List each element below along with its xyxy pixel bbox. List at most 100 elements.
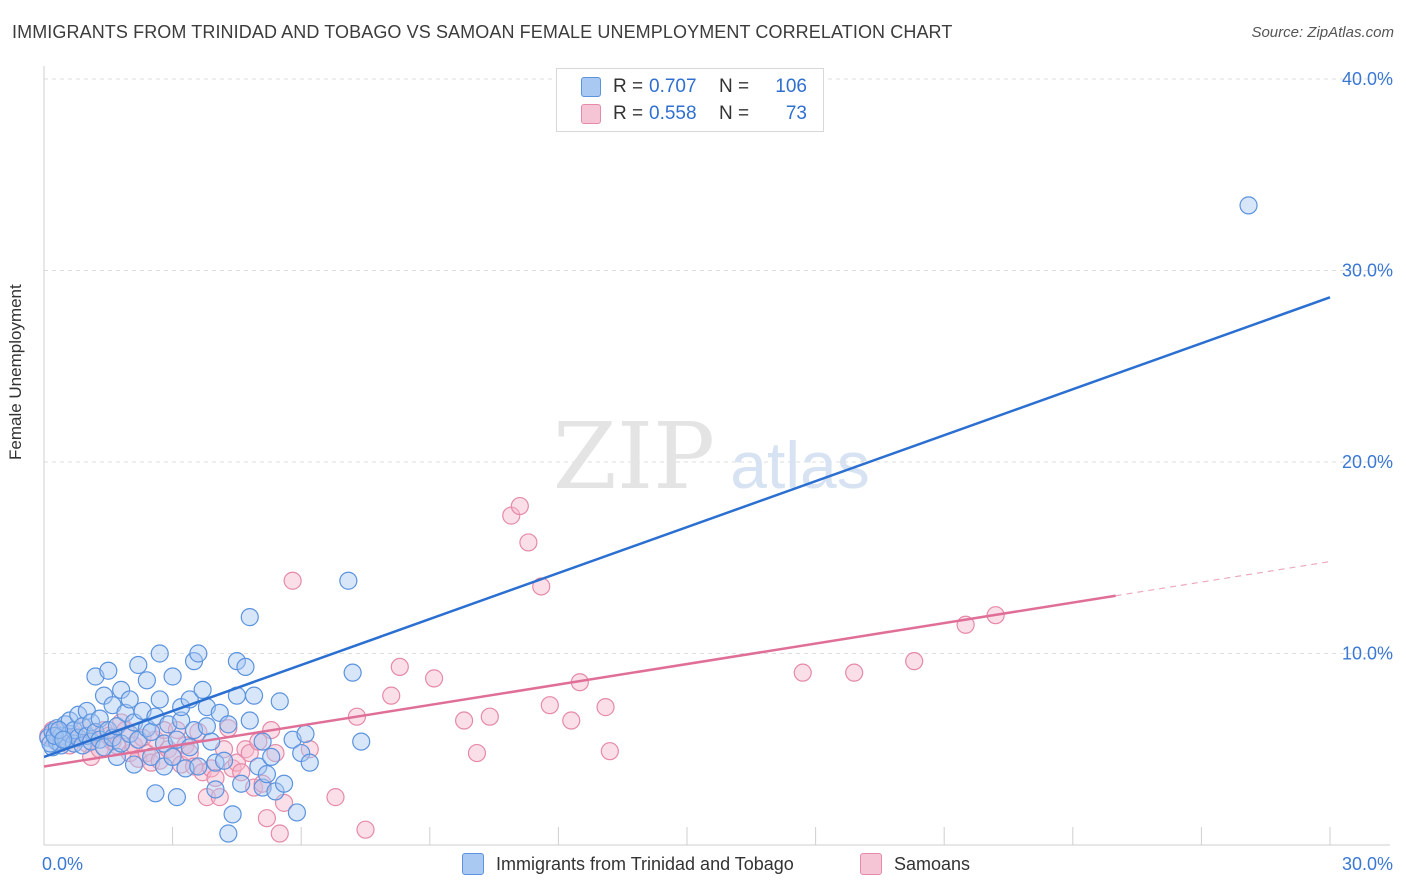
trinidad-point bbox=[82, 713, 101, 732]
y-tick-label: 40.0% bbox=[1342, 69, 1393, 89]
samoan-point bbox=[480, 707, 499, 726]
bottom-legend-label: Samoans bbox=[894, 853, 971, 874]
series-trinidad-tobago bbox=[39, 196, 1258, 843]
series-samoans bbox=[39, 496, 1005, 843]
trinidad-point bbox=[189, 644, 208, 663]
bottom-legend-samoans: Samoans bbox=[860, 852, 970, 876]
bottom-legend-swatch-blue bbox=[462, 853, 484, 875]
samoan-point bbox=[793, 663, 812, 682]
legend-r-label: R = bbox=[613, 76, 644, 97]
legend-r-value: 0.707 bbox=[649, 76, 697, 97]
samoan-point bbox=[382, 686, 401, 705]
trinidad-point bbox=[296, 724, 315, 744]
trinidad-point bbox=[339, 571, 358, 590]
trinidad-point bbox=[214, 751, 234, 770]
trinidad-point bbox=[129, 655, 148, 675]
samoan-point bbox=[540, 696, 559, 715]
trinidad-point bbox=[146, 784, 165, 803]
samoan-point bbox=[424, 669, 444, 688]
samoan-point bbox=[283, 571, 302, 590]
samoan-point bbox=[510, 496, 529, 516]
trinidad-point bbox=[240, 711, 259, 730]
trinidad-point bbox=[223, 805, 242, 824]
trinidad-point bbox=[189, 757, 208, 776]
watermark-zip: ZIP bbox=[553, 403, 715, 510]
trinidad-point bbox=[167, 788, 186, 807]
trinidad-point bbox=[257, 765, 277, 784]
trinidad-point bbox=[137, 671, 156, 690]
trinidad-point bbox=[49, 720, 69, 740]
chart-title: IMMIGRANTS FROM TRINIDAD AND TOBAGO VS S… bbox=[12, 22, 953, 42]
x-tick-label: 30.0% bbox=[1342, 854, 1393, 874]
bottom-legend-trinidad: Immigrants from Trinidad and Tobago bbox=[462, 852, 794, 876]
correlation-legend: R = 0.707 N = 106 R = 0.558 N = 73 bbox=[556, 68, 824, 132]
trend-line-samoans-extension bbox=[1115, 560, 1331, 597]
samoan-point bbox=[257, 809, 277, 828]
trinidad-point bbox=[352, 732, 371, 751]
trinidad-point bbox=[219, 715, 238, 734]
legend-n-label: N = bbox=[719, 76, 750, 97]
tick-labels: 10.0% 20.0% 30.0% 40.0% 0.0% 30.0% bbox=[42, 69, 1393, 874]
legend-n-value: 73 bbox=[785, 103, 807, 124]
samoan-point bbox=[326, 788, 345, 807]
legend-swatch-pink bbox=[581, 104, 601, 124]
trinidad-point bbox=[193, 680, 212, 699]
trinidad-point bbox=[300, 753, 319, 772]
trinidad-point bbox=[253, 732, 272, 751]
trinidad-point bbox=[163, 747, 182, 767]
samoan-point bbox=[845, 663, 864, 682]
x-tick-label: 0.0% bbox=[42, 854, 83, 874]
trinidad-point bbox=[274, 774, 294, 793]
trend-line-samoans bbox=[43, 594, 1116, 768]
samoan-point bbox=[596, 698, 615, 717]
trinidad-point bbox=[244, 686, 264, 705]
trinidad-point bbox=[219, 824, 238, 843]
samoan-point bbox=[600, 742, 619, 761]
samoan-point bbox=[390, 657, 409, 677]
trinidad-point bbox=[287, 803, 307, 822]
y-tick-label: 10.0% bbox=[1342, 644, 1393, 664]
trinidad-point bbox=[124, 755, 144, 774]
bottom-legend-label: Immigrants from Trinidad and Tobago bbox=[496, 853, 794, 874]
samoan-point bbox=[356, 820, 375, 839]
watermark-atlas: atlas bbox=[730, 428, 869, 502]
samoan-point bbox=[905, 652, 924, 671]
trinidad-point bbox=[54, 730, 73, 749]
trinidad-point bbox=[232, 774, 251, 793]
y-tick-label: 20.0% bbox=[1342, 452, 1393, 472]
trinidad-point bbox=[206, 780, 225, 799]
samoan-point bbox=[270, 824, 289, 843]
trinidad-point bbox=[343, 663, 362, 682]
trinidad-point bbox=[262, 747, 281, 767]
legend-n-label: N = bbox=[719, 103, 750, 124]
trinidad-point bbox=[172, 711, 191, 730]
legend-r-value: 0.558 bbox=[649, 103, 697, 124]
trend-lines bbox=[43, 296, 1331, 768]
samoan-point bbox=[519, 533, 538, 552]
legend-n-value: 106 bbox=[775, 76, 807, 97]
grid-layer bbox=[44, 78, 1390, 654]
legend-row-samoans: R = 0.558 N = 73 bbox=[581, 102, 807, 126]
trinidad-point bbox=[150, 644, 169, 663]
trinidad-point bbox=[240, 608, 259, 627]
trinidad-point bbox=[1239, 196, 1258, 215]
y-tick-label: 30.0% bbox=[1342, 261, 1393, 281]
samoan-point bbox=[454, 711, 474, 730]
trend-line-trinidad bbox=[43, 296, 1331, 759]
source-label: Source: ZipAtlas.com bbox=[1251, 24, 1394, 41]
legend-row-trinidad: R = 0.707 N = 106 bbox=[581, 75, 807, 99]
trinidad-point bbox=[150, 690, 169, 709]
samoan-point bbox=[467, 743, 487, 763]
watermark: ZIP atlas bbox=[553, 403, 870, 510]
trinidad-point bbox=[270, 692, 289, 711]
bottom-legend-swatch-pink bbox=[860, 853, 882, 875]
y-axis-label: Female Unemployment bbox=[6, 284, 25, 460]
trinidad-point bbox=[197, 717, 216, 736]
trinidad-point bbox=[99, 661, 118, 680]
legend-swatch-blue bbox=[581, 77, 601, 97]
axes-layer bbox=[43, 66, 1390, 846]
samoan-point bbox=[562, 711, 581, 730]
trinidad-point bbox=[163, 667, 182, 686]
legend-r-label: R = bbox=[613, 103, 644, 124]
